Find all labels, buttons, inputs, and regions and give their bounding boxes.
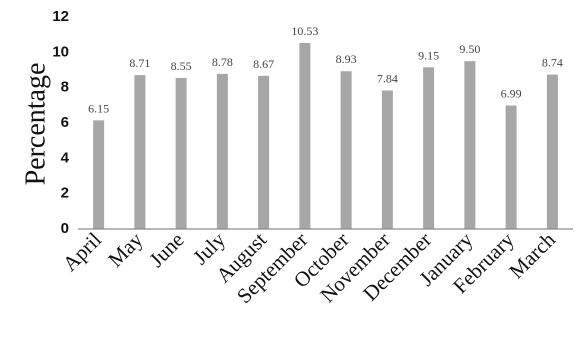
value-label: 8.71 bbox=[129, 56, 150, 70]
bars-group bbox=[93, 42, 558, 230]
y-axis-ticks: 0 2 4 6 8 10 12 bbox=[52, 8, 69, 237]
bar bbox=[423, 67, 435, 229]
bar bbox=[175, 77, 187, 229]
y-tick-label: 6 bbox=[61, 114, 69, 131]
value-label: 6.99 bbox=[501, 87, 522, 101]
y-axis-label-group: Percentage bbox=[20, 63, 51, 186]
bar bbox=[258, 75, 270, 229]
bar bbox=[546, 74, 558, 230]
value-label: 7.84 bbox=[377, 71, 398, 85]
bar bbox=[93, 120, 105, 229]
bar bbox=[340, 71, 352, 229]
x-tick-label: May bbox=[103, 227, 148, 272]
value-label: 8.93 bbox=[336, 52, 357, 66]
y-tick-label: 2 bbox=[61, 185, 69, 202]
bar bbox=[299, 42, 311, 229]
value-label: 8.55 bbox=[171, 59, 192, 73]
value-label: 8.78 bbox=[212, 55, 233, 69]
value-label: 9.15 bbox=[418, 48, 439, 62]
x-tick-label: June bbox=[144, 228, 188, 272]
y-axis-label: Percentage bbox=[20, 63, 51, 186]
bar bbox=[505, 105, 517, 229]
value-label: 8.74 bbox=[542, 56, 563, 70]
y-tick-label: 10 bbox=[52, 43, 69, 60]
y-tick-label: 4 bbox=[61, 149, 70, 166]
bar bbox=[464, 61, 476, 229]
x-tick-label: March bbox=[504, 227, 560, 283]
bar bbox=[134, 75, 146, 229]
y-tick-label: 0 bbox=[61, 220, 69, 237]
bar bbox=[381, 90, 393, 229]
value-label: 8.67 bbox=[253, 57, 274, 71]
value-label: 9.50 bbox=[459, 42, 480, 56]
value-label: 10.53 bbox=[291, 24, 318, 38]
bar bbox=[216, 73, 228, 230]
value-labels-group: 6.15 8.71 8.55 8.78 8.67 10.53 8.93 7.84 9.15 9.5… bbox=[88, 24, 563, 115]
value-label: 6.15 bbox=[88, 101, 109, 115]
y-tick-label: 12 bbox=[52, 8, 69, 25]
y-tick-label: 8 bbox=[61, 79, 69, 96]
